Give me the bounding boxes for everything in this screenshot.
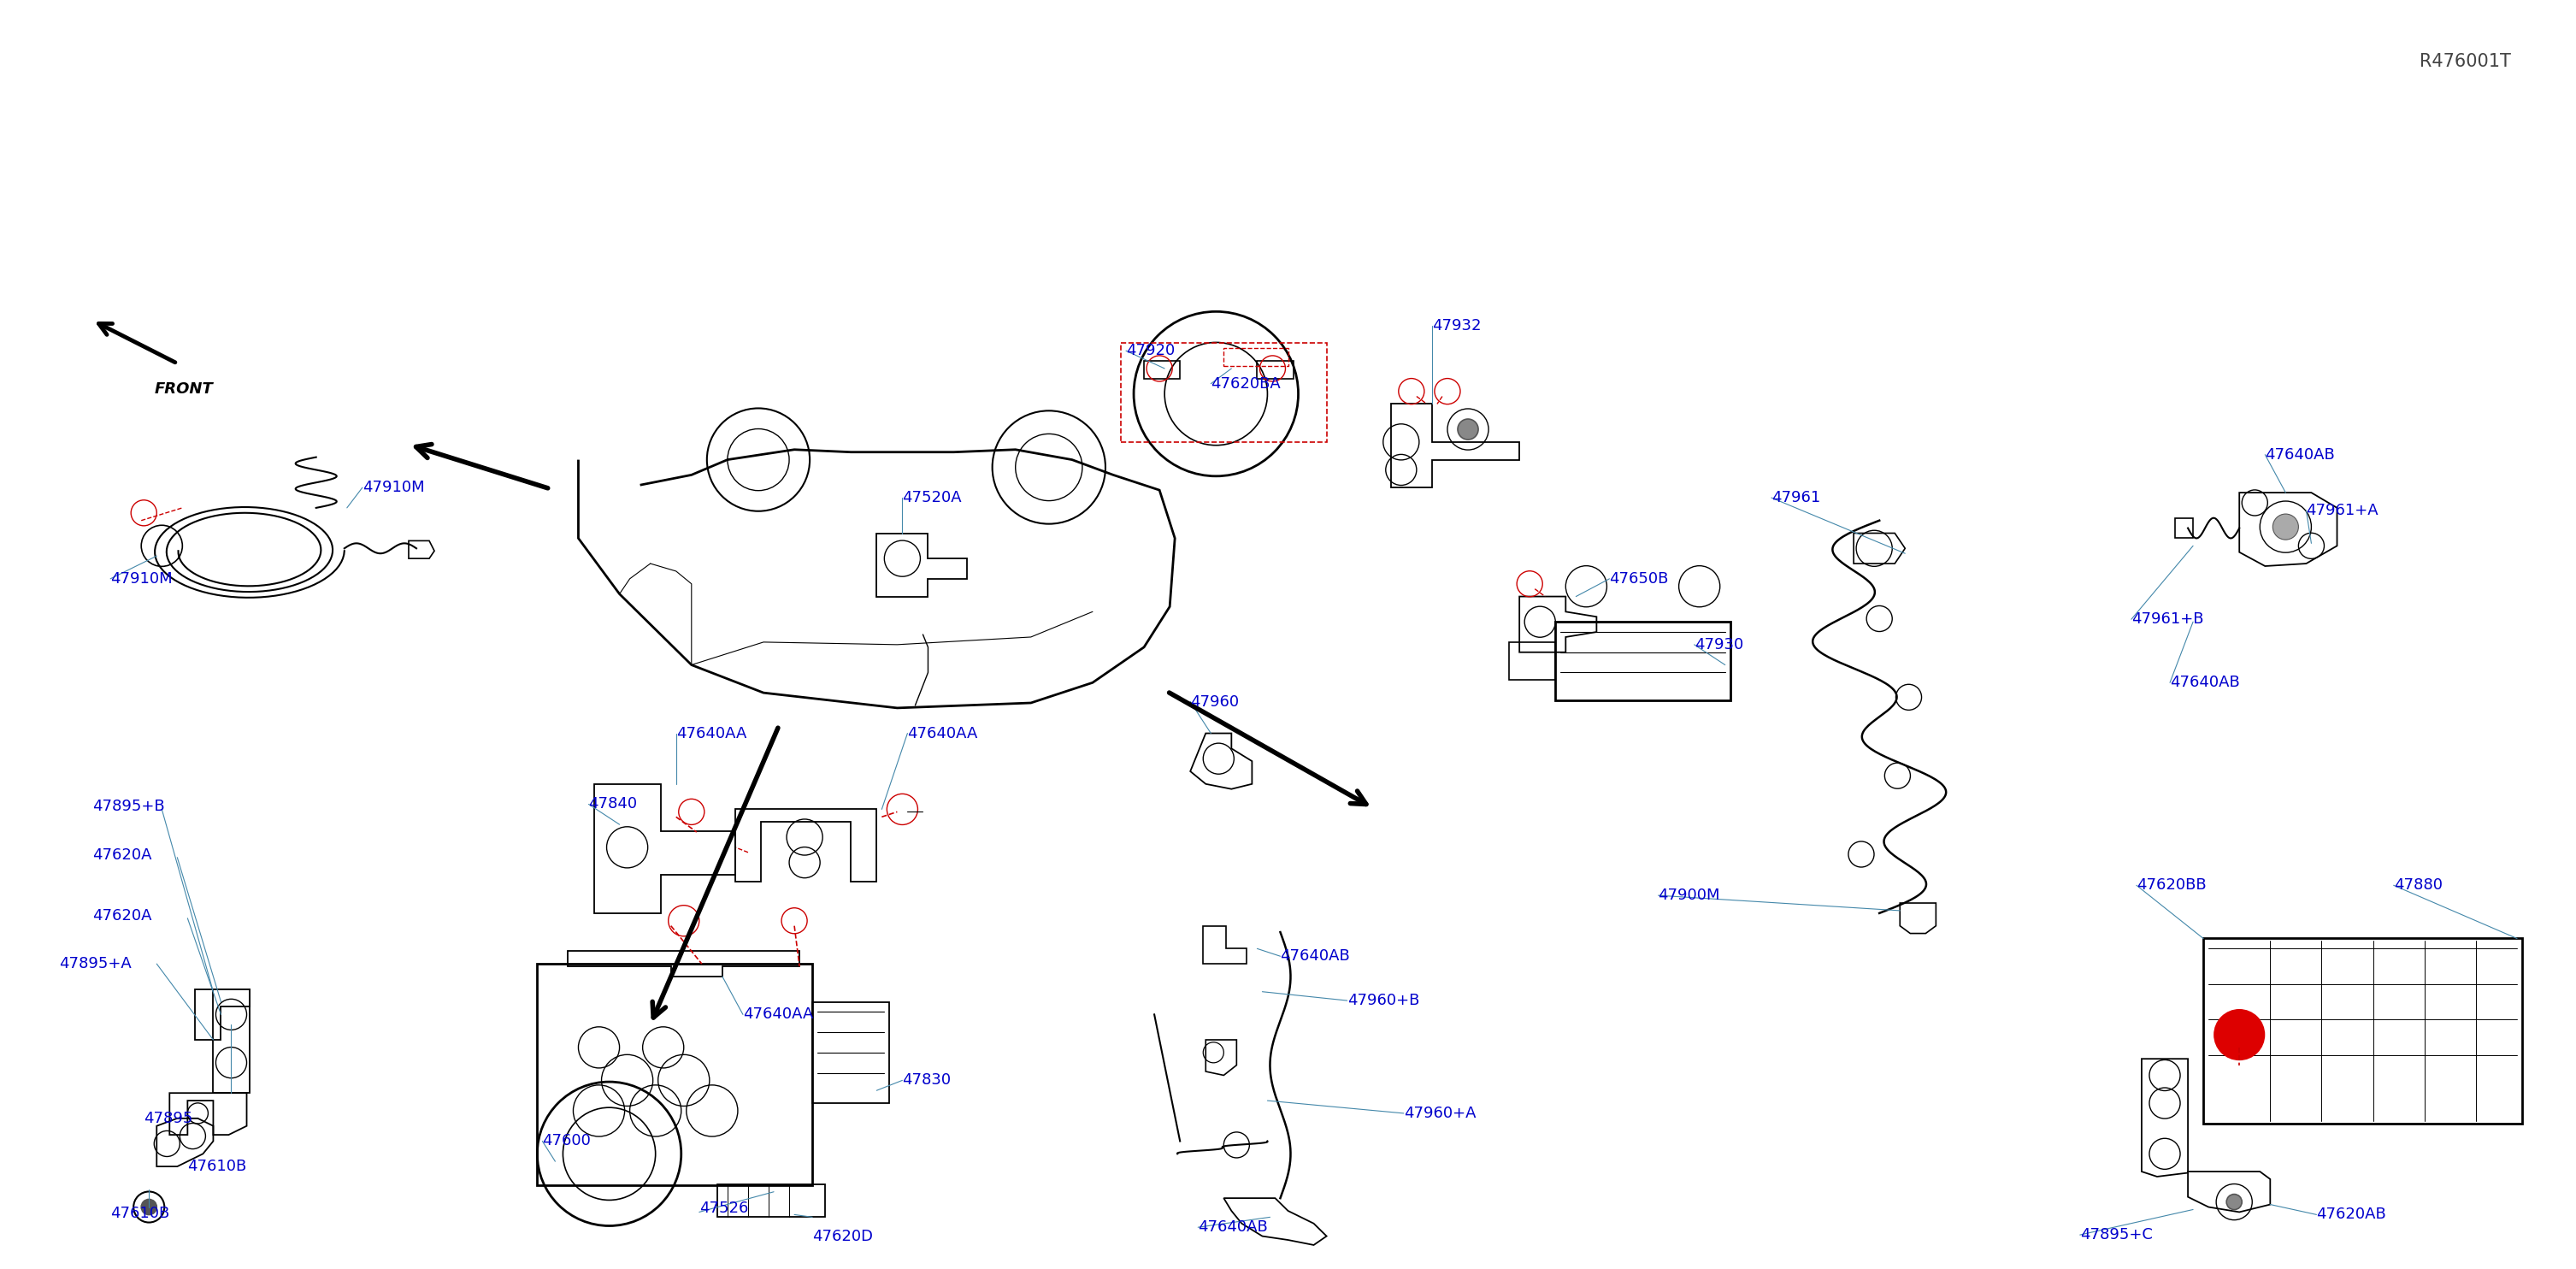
Text: 47900M: 47900M <box>1659 888 1721 904</box>
Text: 47526: 47526 <box>698 1200 747 1216</box>
Bar <box>538 964 811 1185</box>
Bar <box>2202 939 2522 1123</box>
Bar <box>716 1184 824 1217</box>
Text: 47840: 47840 <box>590 797 636 812</box>
Text: 47640AB: 47640AB <box>2169 675 2239 690</box>
Circle shape <box>2226 1194 2241 1209</box>
Circle shape <box>2272 514 2298 539</box>
Bar <box>811 1001 889 1103</box>
Text: 47620BA: 47620BA <box>1211 376 1280 391</box>
Text: 47620D: 47620D <box>811 1228 873 1244</box>
Text: 47640AA: 47640AA <box>742 1006 814 1023</box>
Text: 47620A: 47620A <box>93 848 152 863</box>
Text: 47620BB: 47620BB <box>2136 878 2205 893</box>
Text: 47961: 47961 <box>1772 490 1821 505</box>
Bar <box>1510 642 1556 680</box>
Bar <box>1556 622 1731 700</box>
Text: 47650B: 47650B <box>1610 571 1669 586</box>
Text: 47620AB: 47620AB <box>2316 1207 2385 1222</box>
Text: 47640AB: 47640AB <box>1280 948 1350 964</box>
Text: 47910M: 47910M <box>363 480 425 495</box>
Text: 47960+B: 47960+B <box>1347 992 1419 1009</box>
Text: 47640AA: 47640AA <box>675 726 747 741</box>
Text: 47880: 47880 <box>2393 878 2442 893</box>
Text: 47895: 47895 <box>144 1110 193 1126</box>
Text: 47600: 47600 <box>544 1133 590 1148</box>
Text: 47610B: 47610B <box>111 1206 170 1221</box>
Text: 47640AA: 47640AA <box>907 726 979 741</box>
Text: FRONT: FRONT <box>155 381 214 396</box>
Text: 47895+C: 47895+C <box>2079 1227 2154 1242</box>
Bar <box>1121 343 1327 442</box>
Text: 47640AB: 47640AB <box>2264 447 2334 462</box>
Text: 47520A: 47520A <box>902 490 961 505</box>
Circle shape <box>1458 419 1479 439</box>
Text: R476001T: R476001T <box>2419 53 2512 71</box>
Circle shape <box>142 1199 157 1214</box>
Circle shape <box>2213 1009 2264 1061</box>
Text: 47961+A: 47961+A <box>2306 503 2378 518</box>
Text: 47620A: 47620A <box>93 909 152 924</box>
Text: 47932: 47932 <box>1432 317 1481 334</box>
Text: 47920: 47920 <box>1126 343 1175 358</box>
Bar <box>1224 348 1288 365</box>
Text: 47930: 47930 <box>1695 637 1744 652</box>
Text: 47961+B: 47961+B <box>2130 612 2202 627</box>
Text: 47830: 47830 <box>902 1072 951 1088</box>
Text: 47960: 47960 <box>1190 694 1239 709</box>
Text: 47960+A: 47960+A <box>1404 1105 1476 1121</box>
Text: 47895+A: 47895+A <box>59 956 131 972</box>
Text: 47610B: 47610B <box>188 1159 247 1174</box>
Text: 47910M: 47910M <box>111 571 173 586</box>
Text: 47640AB: 47640AB <box>1198 1220 1267 1235</box>
Text: 47895+B: 47895+B <box>93 799 165 815</box>
